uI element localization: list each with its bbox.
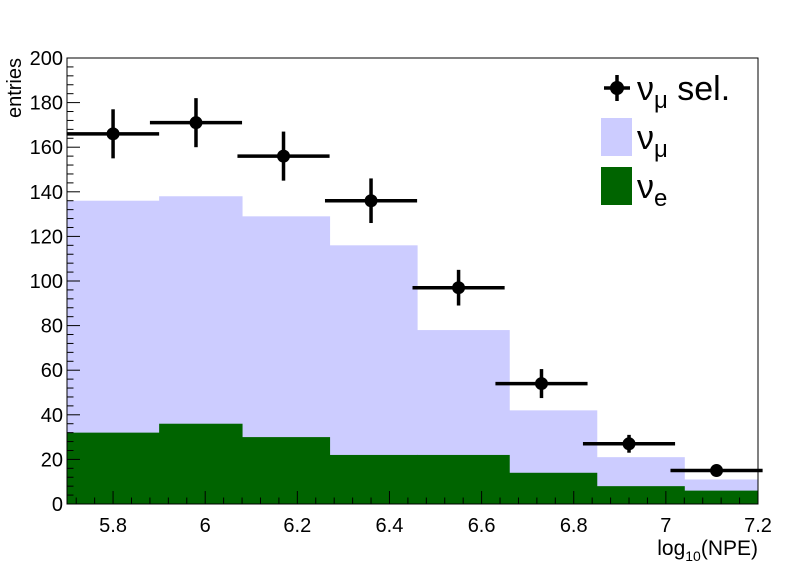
data-point-4 bbox=[412, 269, 505, 306]
legend-label: νμ sel. bbox=[637, 70, 730, 114]
legend-point-marker bbox=[610, 81, 624, 95]
legend-swatch bbox=[601, 118, 632, 156]
hist-bar-nue-1 bbox=[159, 423, 243, 504]
hist-bar-nue-5 bbox=[509, 472, 598, 504]
x-tick-label-3: 6.4 bbox=[376, 515, 404, 537]
y-tick-label-0: 0 bbox=[52, 494, 63, 516]
data-point-2 bbox=[237, 131, 330, 181]
y-tick-label-10: 200 bbox=[30, 48, 63, 70]
data-point-5 bbox=[495, 369, 588, 399]
legend-label-subscript: μ bbox=[654, 87, 668, 114]
legend-label: νμ bbox=[637, 119, 668, 163]
legend-label-tail: sel. bbox=[668, 70, 730, 108]
legend-label-symbol: ν bbox=[637, 70, 654, 108]
x-tick-label-6: 7 bbox=[660, 515, 671, 537]
legend-item-2: νe bbox=[601, 167, 667, 212]
data-point-0 bbox=[67, 109, 160, 159]
legend-label-symbol: ν bbox=[637, 168, 654, 206]
y-tick-label-8: 160 bbox=[30, 137, 63, 159]
point-marker-0 bbox=[106, 127, 120, 141]
y-tick-label-5: 100 bbox=[30, 271, 63, 293]
legend-item-0: νμ sel. bbox=[604, 70, 730, 114]
x-tick-label-2: 6.2 bbox=[283, 515, 311, 537]
y-tick-label-3: 60 bbox=[41, 360, 63, 382]
data-point-3 bbox=[324, 178, 418, 224]
hist-bar-nue-3 bbox=[329, 454, 418, 504]
legend-label-symbol: ν bbox=[637, 119, 654, 157]
legend-label: νe bbox=[637, 168, 667, 212]
x-axis-label-tail: (NPE) bbox=[701, 537, 758, 560]
hist-bar-nue-4 bbox=[417, 454, 510, 504]
point-marker-7 bbox=[710, 464, 724, 478]
legend-label-subscript: e bbox=[654, 185, 667, 212]
point-marker-3 bbox=[364, 194, 378, 208]
point-marker-1 bbox=[189, 116, 203, 130]
point-marker-4 bbox=[452, 281, 466, 295]
y-tick-label-7: 140 bbox=[30, 182, 63, 204]
legend-swatch bbox=[601, 167, 632, 205]
hist-bar-nue-2 bbox=[242, 437, 331, 504]
x-tick-label-4: 6.6 bbox=[468, 515, 496, 537]
data-points-layer bbox=[67, 98, 763, 478]
histogram-layer bbox=[67, 196, 759, 504]
x-tick-label-5: 6.8 bbox=[560, 515, 588, 537]
y-tick-label-6: 120 bbox=[30, 226, 63, 248]
y-tick-label-2: 40 bbox=[41, 405, 63, 427]
x-tick-label-0: 5.8 bbox=[99, 515, 127, 537]
point-marker-5 bbox=[534, 377, 548, 391]
y-tick-label-9: 180 bbox=[30, 93, 63, 115]
data-point-1 bbox=[149, 98, 243, 148]
legend-item-1: νμ bbox=[601, 118, 668, 163]
legend-label-subscript: μ bbox=[654, 136, 668, 163]
data-point-7 bbox=[670, 464, 763, 478]
point-marker-6 bbox=[622, 437, 636, 451]
y-tick-label-4: 80 bbox=[41, 316, 63, 338]
x-axis-label-sub: 10 bbox=[685, 548, 701, 564]
hist-bar-nue-6 bbox=[596, 486, 685, 504]
point-marker-2 bbox=[277, 149, 291, 163]
x-axis-label: log10(NPE) bbox=[657, 537, 758, 564]
y-axis-label: entries bbox=[4, 58, 26, 118]
x-tick-label-7: 7.2 bbox=[744, 515, 772, 537]
x-axis-label-main: log bbox=[657, 537, 685, 560]
y-tick-label-1: 20 bbox=[41, 449, 63, 471]
axes-layer: 5.8 6 6.2 6.4 6.6 6.8 7 7.2 0 20 40 60 80 100 120 140 16… bbox=[30, 48, 772, 537]
x-tick-label-1: 6 bbox=[200, 515, 211, 537]
data-point-6 bbox=[582, 434, 676, 453]
